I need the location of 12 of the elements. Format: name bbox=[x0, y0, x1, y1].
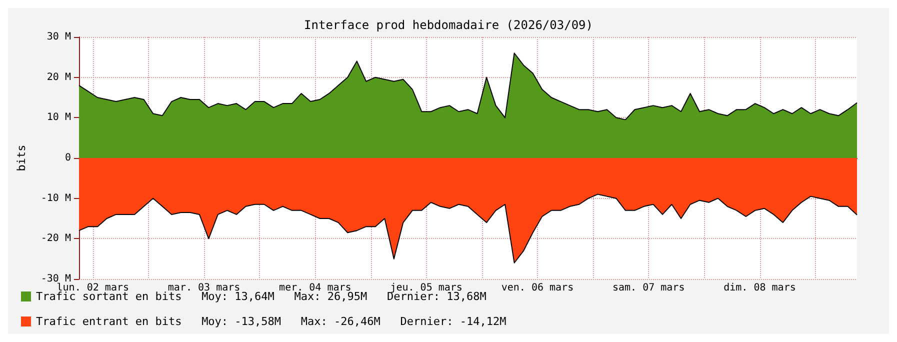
y-tick-label: -10 M bbox=[40, 192, 71, 204]
x-tick-label: dim. 08 mars bbox=[724, 282, 796, 294]
y-tick-label: 0 bbox=[64, 152, 71, 164]
y-tick-label: 10 M bbox=[46, 112, 71, 124]
y-axis-title: bits bbox=[15, 144, 28, 172]
legend-label: Trafic entrant en bits Moy: -13,58M Max: -26,46M Dernier: -14,12M bbox=[36, 315, 507, 328]
y-tick-label: -20 M bbox=[40, 233, 71, 244]
y-tick-label: 20 M bbox=[46, 72, 71, 83]
y-tick-label: 30 M bbox=[46, 32, 71, 42]
x-tick-label: sam. 07 mars bbox=[612, 282, 685, 294]
chart-title: Interface prod hebdomadaire (2026/03/09) bbox=[304, 18, 593, 32]
x-tick-label: ven. 06 mars bbox=[501, 282, 574, 294]
